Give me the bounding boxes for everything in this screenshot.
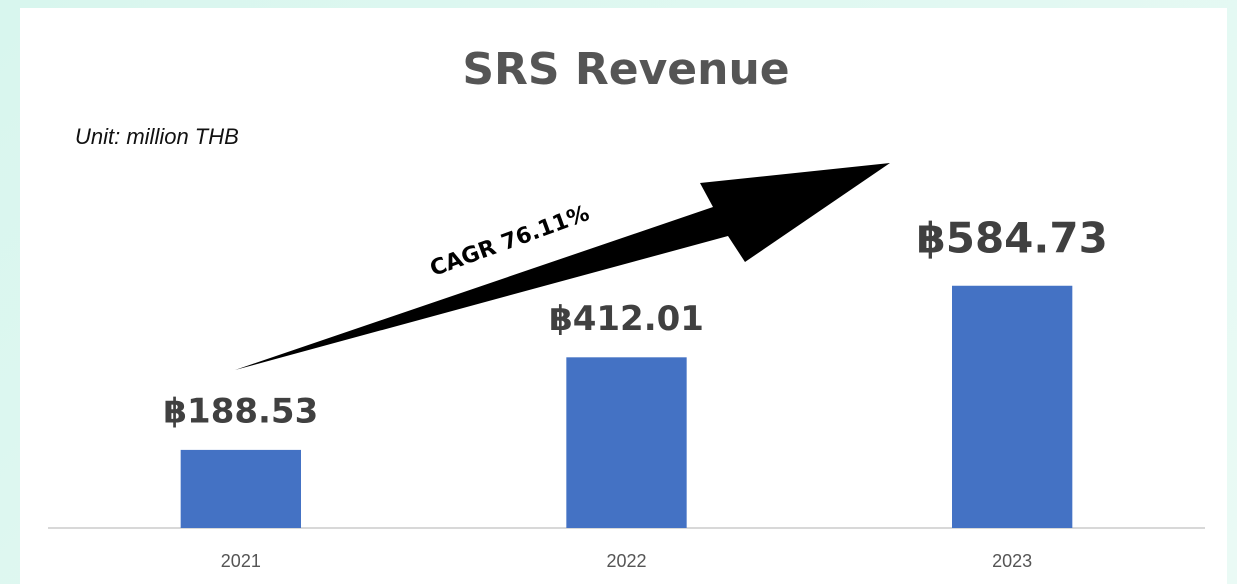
chart-title: SRS Revenue bbox=[462, 44, 789, 95]
x-tick-label: 2021 bbox=[221, 551, 261, 571]
growth-arrow bbox=[235, 163, 890, 370]
value-label: ฿584.73 bbox=[917, 213, 1108, 262]
x-tick-label: 2022 bbox=[606, 551, 646, 571]
subtitle: Unit: million THB bbox=[75, 124, 239, 149]
bar bbox=[952, 285, 1073, 528]
bar bbox=[566, 357, 687, 528]
value-label: ฿188.53 bbox=[163, 391, 318, 431]
x-tick-label: 2023 bbox=[992, 551, 1032, 571]
bar bbox=[180, 449, 301, 528]
value-label: ฿412.01 bbox=[549, 299, 704, 339]
